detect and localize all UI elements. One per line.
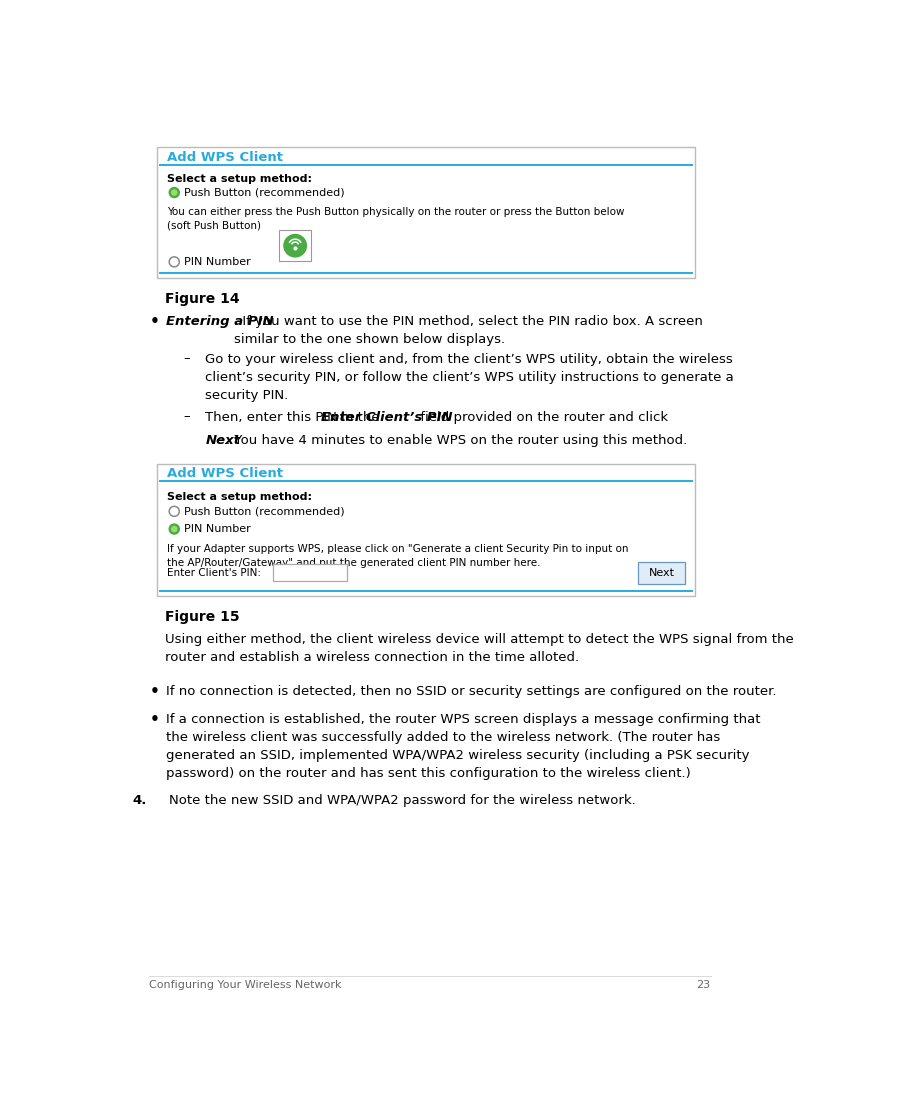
Text: –: –: [183, 410, 190, 422]
Text: –: –: [183, 352, 190, 365]
Text: If no connection is detected, then no SSID or security settings are configured o: If no connection is detected, then no SS…: [166, 685, 777, 698]
Text: Add WPS Client: Add WPS Client: [167, 151, 283, 163]
Text: •: •: [149, 713, 159, 727]
Text: If a connection is established, the router WPS screen displays a message confirm: If a connection is established, the rout…: [166, 713, 761, 780]
Text: Add WPS Client: Add WPS Client: [167, 467, 283, 480]
FancyBboxPatch shape: [638, 562, 685, 584]
Circle shape: [169, 188, 180, 198]
Circle shape: [169, 524, 180, 534]
Text: Next: Next: [648, 567, 674, 577]
Circle shape: [172, 526, 177, 532]
Text: field provided on the router and click: field provided on the router and click: [416, 411, 668, 424]
Text: •: •: [149, 314, 159, 330]
Text: If your Adapter supports WPS, please click on "Generate a client Security Pin to: If your Adapter supports WPS, please cli…: [167, 544, 629, 569]
Text: Using either method, the client wireless device will attempt to detect the WPS s: Using either method, the client wireless…: [165, 633, 794, 663]
Text: Push Button (recommended): Push Button (recommended): [183, 188, 344, 198]
FancyBboxPatch shape: [157, 147, 695, 278]
FancyBboxPatch shape: [274, 564, 347, 582]
Text: 23: 23: [697, 981, 710, 991]
Text: Entering a PIN: Entering a PIN: [166, 315, 274, 328]
Circle shape: [284, 235, 306, 257]
Text: . You have 4 minutes to enable WPS on the router using this method.: . You have 4 minutes to enable WPS on th…: [226, 435, 688, 447]
Text: •: •: [149, 684, 159, 699]
Text: Configuring Your Wireless Network: Configuring Your Wireless Network: [149, 981, 342, 991]
Text: Figure 15: Figure 15: [165, 610, 240, 624]
FancyBboxPatch shape: [157, 464, 695, 596]
Text: Next: Next: [206, 435, 241, 447]
Text: PIN Number: PIN Number: [183, 524, 251, 534]
Text: Enter Client’s PIN: Enter Client’s PIN: [321, 411, 453, 424]
Text: You can either press the Push Button physically on the router or press the Butto: You can either press the Push Button phy…: [167, 207, 625, 231]
Text: PIN Number: PIN Number: [183, 257, 251, 267]
Text: Note the new SSID and WPA/WPA2 password for the wireless network.: Note the new SSID and WPA/WPA2 password …: [169, 794, 636, 806]
Text: Go to your wireless client and, from the client’s WPS utility, obtain the wirele: Go to your wireless client and, from the…: [206, 353, 734, 402]
Text: 4.: 4.: [132, 794, 146, 806]
Text: Select a setup method:: Select a setup method:: [167, 174, 313, 184]
Text: Select a setup method:: Select a setup method:: [167, 493, 313, 502]
Text: Then, enter this PIN in the: Then, enter this PIN in the: [206, 411, 384, 424]
FancyBboxPatch shape: [279, 230, 311, 261]
Text: Enter Client's PIN:: Enter Client's PIN:: [167, 567, 261, 577]
Text: Push Button (recommended): Push Button (recommended): [183, 506, 344, 516]
Text: . If you want to use the PIN method, select the PIN radio box. A screen
similar : . If you want to use the PIN method, sel…: [233, 315, 702, 346]
Circle shape: [172, 190, 177, 195]
Text: Figure 14: Figure 14: [165, 292, 240, 306]
